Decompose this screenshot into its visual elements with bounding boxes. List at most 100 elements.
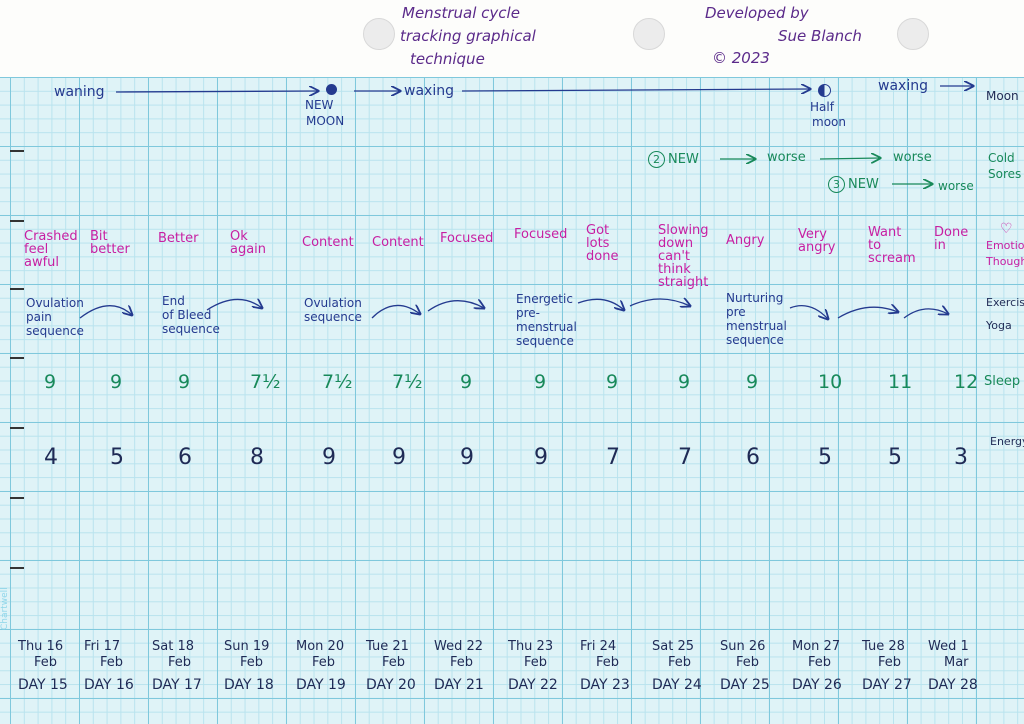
cycle-day-label: DAY 21	[434, 677, 484, 693]
exercise-sequence: pre-	[516, 306, 540, 320]
energy-value: 7	[606, 445, 620, 470]
cycle-day-label: DAY 18	[224, 677, 274, 693]
day-date: Fri 24	[580, 639, 617, 654]
exercise-sequence: Nurturing	[726, 291, 784, 305]
emotion-entry: Very	[798, 227, 827, 242]
title-line-3: technique	[410, 50, 485, 68]
half-moon-icon	[818, 84, 831, 97]
day-month: Feb	[312, 655, 336, 670]
emotion-entry: Done	[934, 225, 969, 240]
exercise-sequence: sequence	[26, 324, 84, 338]
day-date: Thu 16	[18, 639, 64, 654]
emotion-entry: think	[658, 262, 691, 277]
emotion-entry: Got	[586, 223, 610, 238]
exercise-sequence: pre	[726, 305, 746, 319]
emotion-entry: Ok	[230, 229, 248, 244]
half-moon-label-1: Half	[810, 100, 834, 114]
row-label-exercise-1: Exercise	[986, 296, 1024, 309]
day-date: Sun 19	[224, 639, 270, 654]
sleep-value: 12	[954, 371, 979, 393]
graph-grid	[0, 77, 1024, 724]
day-month: Feb	[100, 655, 124, 670]
cold-sore-new: NEW	[668, 152, 699, 167]
cold-sore-count-badge: 2	[648, 151, 665, 168]
new-moon-label-2: MOON	[306, 114, 345, 128]
day-month: Feb	[808, 655, 832, 670]
day-month: Mar	[944, 655, 969, 670]
sleep-value: 9	[460, 371, 473, 393]
exercise-sequence: sequence	[726, 333, 784, 347]
emotion-entry: Bit	[90, 229, 108, 244]
energy-value: 7	[678, 445, 692, 470]
day-date: Tue 21	[366, 639, 409, 654]
row-tick	[10, 288, 24, 290]
sleep-value: 9	[44, 371, 57, 393]
emotion-entry: to	[868, 238, 882, 253]
punch-hole	[897, 18, 929, 50]
row-label-emotions-1: Emotio	[986, 239, 1024, 252]
day-month: Feb	[524, 655, 548, 670]
energy-value: 6	[746, 445, 760, 470]
cycle-day-label: DAY 27	[862, 677, 912, 693]
exercise-sequence: menstrual	[516, 320, 577, 334]
punch-hole	[363, 18, 395, 50]
exercise-arrow	[206, 299, 262, 311]
cold-sore-worse: worse	[767, 150, 806, 165]
emotion-entry: Content	[372, 235, 424, 250]
moon-waxing: waxing	[404, 83, 454, 99]
exercise-arrow	[903, 309, 948, 319]
emotion-entry: awful	[24, 255, 60, 270]
emotion-entry: in	[934, 238, 946, 253]
exercise-sequence: Ovulation	[26, 296, 84, 310]
exercise-arrow	[427, 301, 484, 312]
cycle-day-label: DAY 17	[152, 677, 202, 693]
punch-hole	[633, 18, 665, 50]
day-date: Sat 25	[652, 639, 694, 654]
author-line-3: © 2023	[712, 49, 770, 67]
cycle-day-label: DAY 25	[720, 677, 770, 693]
exercise-sequence: sequence	[516, 334, 574, 348]
day-date: Thu 23	[508, 639, 554, 654]
cold-sore-new: NEW	[848, 177, 879, 192]
half-moon-label-2: moon	[812, 115, 846, 129]
day-month: Feb	[668, 655, 692, 670]
sleep-value: 9	[678, 371, 691, 393]
moon-arrow	[115, 91, 318, 92]
sleep-value: 7½	[250, 371, 281, 393]
day-date: Mon 20	[296, 639, 345, 654]
cold-sore-worse: worse	[893, 150, 932, 165]
author-line-1: Developed by	[705, 4, 809, 22]
row-label-emotions-2: Thoughts	[986, 255, 1024, 268]
heart-icon: ♡	[1000, 221, 1013, 237]
day-date: Mon 27	[792, 639, 841, 654]
emotion-entry: Crashed	[24, 229, 78, 244]
cold-sore-arrow	[819, 158, 880, 159]
cycle-day-label: DAY 22	[508, 677, 558, 693]
emotion-entry: better	[90, 242, 130, 257]
exercise-arrow	[79, 306, 132, 319]
exercise-arrow	[789, 305, 828, 319]
row-tick	[10, 427, 24, 429]
day-month: Feb	[736, 655, 760, 670]
emotion-entry: Focused	[514, 227, 568, 242]
row-label-sleep: Sleep	[984, 374, 1021, 389]
exercise-sequence: pain	[26, 310, 52, 324]
day-date: Wed 1	[928, 639, 969, 654]
emotion-entry: Focused	[440, 231, 494, 246]
emotion-entry: again	[230, 242, 267, 257]
row-label-moon: Moon	[986, 89, 1019, 103]
row-tick	[10, 150, 24, 152]
day-month: Feb	[878, 655, 902, 670]
day-date: Tue 28	[862, 639, 905, 654]
emotion-entry: Angry	[726, 233, 765, 248]
day-month: Feb	[382, 655, 406, 670]
emotion-entry: angry	[798, 240, 836, 255]
exercise-sequence: sequence	[162, 322, 220, 336]
energy-value: 8	[250, 445, 264, 470]
sleep-value: 9	[110, 371, 123, 393]
emotion-entry: lots	[586, 236, 610, 251]
row-tick	[10, 497, 24, 499]
sleep-value: 7½	[392, 371, 423, 393]
moon-arrow	[461, 89, 810, 91]
